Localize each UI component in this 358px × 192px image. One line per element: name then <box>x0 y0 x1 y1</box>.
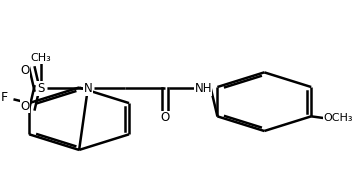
Text: S: S <box>37 82 44 95</box>
Text: F: F <box>1 91 8 104</box>
Text: NH: NH <box>194 82 212 95</box>
Text: O: O <box>20 64 30 77</box>
Text: OCH₃: OCH₃ <box>324 113 353 123</box>
Text: CH₃: CH₃ <box>30 53 51 63</box>
Text: N: N <box>83 82 92 95</box>
Text: O: O <box>20 100 30 113</box>
Text: O: O <box>160 111 169 124</box>
